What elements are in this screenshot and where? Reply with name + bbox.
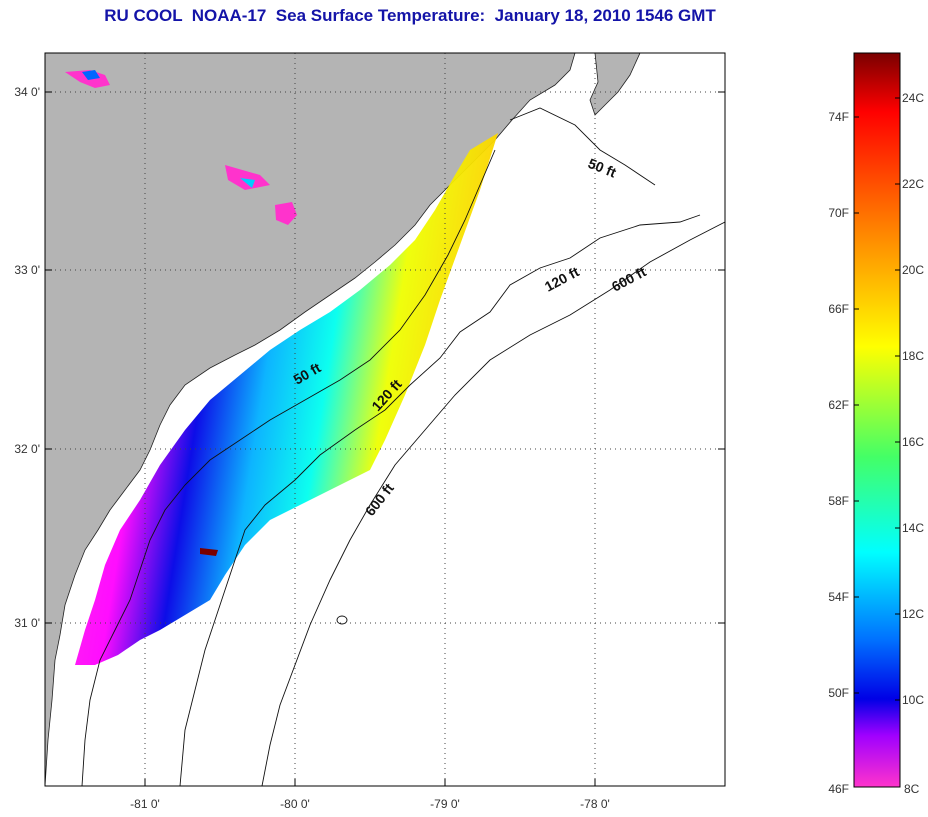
colorbar-c-label: 20C	[902, 263, 924, 277]
colorbar-f-label: 50F	[828, 686, 849, 700]
sst-swath	[75, 133, 498, 665]
sst-patch	[200, 548, 218, 556]
colorbar-f-label: 70F	[828, 206, 849, 220]
lat-label: 31 0'	[14, 616, 40, 630]
lat-label: 33 0'	[14, 263, 40, 277]
colorbar-c-label: 18C	[902, 349, 924, 363]
lat-label: 32 0'	[14, 442, 40, 456]
colorbar-f-label: 54F	[828, 590, 849, 604]
colorbar-f-label: 46F	[828, 782, 849, 796]
colorbar-c-label: 22C	[902, 177, 924, 191]
contour-120ft	[179, 214, 701, 786]
colorbar-c-label: 14C	[902, 521, 924, 535]
colorbar-c-label: 10C	[902, 693, 924, 707]
colorbar-c-label: 12C	[902, 607, 924, 621]
colorbar-f-label: 74F	[828, 110, 849, 124]
colorbar-c-label: 8C	[904, 782, 920, 796]
sst-patch	[82, 70, 100, 80]
contour-50ft	[81, 107, 656, 786]
axis-ticks	[45, 91, 725, 786]
map-title: RU COOL NOAA-17 Sea Surface Temperature:…	[104, 6, 716, 25]
contour-600ft	[261, 221, 725, 786]
colorbar-f-label: 62F	[828, 398, 849, 412]
colorbar-f-label: 58F	[828, 494, 849, 508]
lon-label: -81 0'	[130, 797, 160, 811]
sst-patch	[225, 165, 270, 190]
lat-label: 34 0'	[14, 85, 40, 99]
lon-label: -78 0'	[580, 797, 610, 811]
contour-ring	[336, 615, 348, 625]
colorbar-f-label: 66F	[828, 302, 849, 316]
colorbar-c-label: 24C	[902, 91, 924, 105]
colorbar	[853, 52, 901, 788]
lon-label: -80 0'	[280, 797, 310, 811]
colorbar-ticks	[854, 97, 900, 701]
lon-label: -79 0'	[430, 797, 460, 811]
sst-patch	[240, 178, 255, 188]
colorbar-c-label: 16C	[902, 435, 924, 449]
sst-patch	[275, 202, 297, 225]
map-border	[44, 52, 726, 787]
